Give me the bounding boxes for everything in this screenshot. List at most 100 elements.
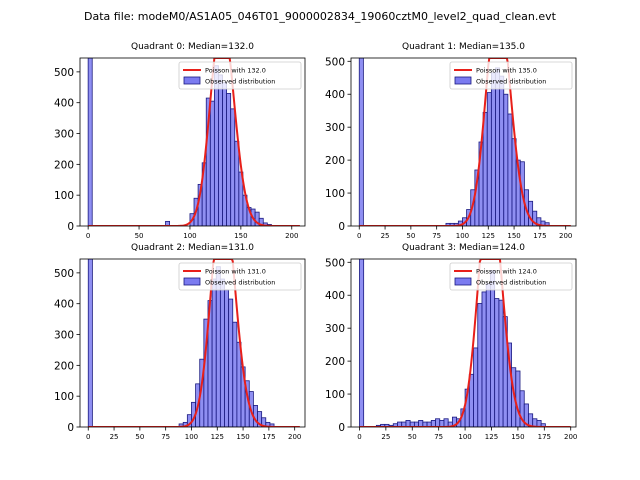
histogram-bar [219,278,225,427]
poisson-line [88,58,300,226]
legend-box [449,262,573,291]
y-tick-label: 500 [325,257,345,269]
y-tick-label: 100 [325,188,345,200]
figure-title: Data file: modeM0/AS1A05_046T01_90000028… [84,10,557,23]
axes-frame [350,57,577,227]
legend-label-observed: Observed distribution [205,279,275,287]
histogram-bar [228,298,234,427]
legend: Poisson with 124.0 Observed distribution [449,262,573,291]
x-tick-label: 50 [135,433,144,441]
subplots: Quadrant 0: Median=132.00100200300400500… [54,42,577,441]
y-tick-label: 100 [325,389,345,401]
x-tick-label: 150 [236,433,249,441]
y-tick-label: 400 [54,299,74,311]
histogram-bar [230,108,236,226]
x-tick-label: 50 [135,232,144,240]
legend-label-poisson: Poisson with 132.0 [205,67,266,75]
x-tick-label: 175 [538,433,551,441]
histogram-bar [87,58,93,226]
histogram-bar [209,100,215,226]
y-tick-label: 300 [54,129,74,141]
poisson-line [88,259,300,427]
legend-label-poisson: Poisson with 131.0 [205,268,266,276]
histogram-bar [507,113,513,226]
histogram-bar [435,418,441,427]
axes-frame [79,258,306,428]
subplot-title: Quadrant 2: Median=131.0 [131,243,254,253]
histogram-bar [358,58,364,226]
histogram-bar [232,321,238,427]
histogram-bar [236,341,242,427]
x-tick-label: 25 [381,232,390,240]
histogram-bar [234,140,240,226]
legend-box [178,262,302,291]
histogram-bar [528,200,534,226]
histogram-bar [224,289,230,427]
histogram-bar [515,370,521,427]
histogram-bar [443,418,449,427]
subplot-title: Quadrant 3: Median=124.0 [402,243,525,253]
axes-frame [79,57,306,227]
subplot-1: Quadrant 1: Median=135.00100200300400500… [325,42,577,240]
x-tick-label: 100 [185,433,198,441]
y-tick-label: 300 [325,122,345,134]
histogram-bars [358,58,550,226]
x-tick-label: 150 [507,232,520,240]
x-tick-label: 75 [432,232,441,240]
x-tick-label: 75 [434,433,443,441]
legend: Poisson with 135.0 Observed distribution [449,61,573,90]
histogram-bar [544,222,550,226]
histogram-bar [499,75,505,226]
x-tick-label: 200 [564,433,577,441]
histogram-bar [215,266,221,427]
legend-bar-marker [454,277,472,286]
x-tick-label: 75 [161,433,170,441]
histogram-bar [486,92,492,226]
x-tick-label: 200 [559,232,572,240]
y-tick-label: 100 [54,190,74,202]
histogram-bar [494,298,500,427]
x-tick-label: 200 [288,433,301,441]
legend-label-observed: Observed distribution [476,78,546,86]
y-tick-label: 0 [338,422,345,434]
y-tick-label: 400 [325,89,345,101]
histogram-bar [213,65,219,226]
y-tick-label: 0 [67,422,74,434]
y-tick-label: 500 [54,268,74,280]
legend-bar-marker [183,76,201,85]
x-tick-label: 125 [211,433,224,441]
y-tick-label: 500 [54,67,74,79]
legend: Poisson with 132.0 Observed distribution [178,61,302,90]
x-tick-label: 150 [234,232,247,240]
legend-bar-marker [183,277,201,286]
poisson-line [359,58,571,226]
legend-label-observed: Observed distribution [476,279,546,287]
y-tick-label: 200 [325,356,345,368]
histogram-bar [218,74,223,226]
x-tick-label: 100 [458,433,471,441]
y-tick-label: 200 [54,360,74,372]
legend-box [449,61,573,90]
x-tick-label: 50 [408,433,417,441]
histogram-bar [490,72,496,226]
x-tick-label: 0 [357,433,361,441]
histogram-bar [503,93,509,226]
y-tick-label: 500 [325,56,345,68]
histogram-bar [481,291,487,427]
y-tick-label: 400 [325,290,345,302]
x-tick-label: 0 [86,232,90,240]
y-tick-label: 300 [54,330,74,342]
histogram-bar [468,373,474,427]
y-tick-label: 200 [325,155,345,167]
legend-label-poisson: Poisson with 124.0 [476,268,537,276]
legend: Poisson with 131.0 Observed distribution [178,262,302,291]
x-tick-label: 0 [357,232,361,240]
subplot-title: Quadrant 0: Median=132.0 [131,42,254,52]
y-tick-label: 200 [54,159,74,171]
subplot-2: Quadrant 2: Median=131.0 0 100 200 300 400 500… [54,243,306,441]
x-tick-label: 100 [183,232,196,240]
subplot-0: Quadrant 0: Median=132.00100200300400500… [54,42,306,240]
y-tick-label: 300 [325,323,345,335]
histogram-bar [226,93,232,226]
histogram-bar [477,303,483,427]
